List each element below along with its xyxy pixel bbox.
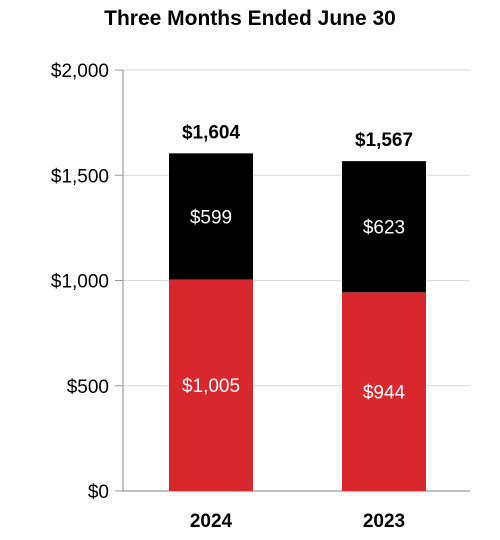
bar-segment: [342, 161, 426, 293]
chart-title: Three Months Ended June 30: [104, 7, 396, 30]
bar-segment: [169, 153, 253, 280]
total-label: $1,567: [355, 130, 413, 151]
y-tick-label: $2,000: [51, 61, 109, 82]
y-tick-label: $500: [67, 377, 109, 398]
bar-segment: [342, 292, 426, 491]
x-tick-label: 2023: [363, 511, 405, 532]
data-label: $599: [190, 207, 232, 228]
y-tick-label: $1,500: [51, 166, 109, 187]
data-label: $1,005: [182, 376, 240, 397]
data-label: $944: [363, 383, 406, 404]
bar-segment: [169, 279, 253, 491]
x-tick-label: 2024: [190, 511, 233, 532]
y-tick-label: $1,000: [51, 272, 109, 293]
total-label: $1,604: [182, 122, 241, 143]
y-tick-label: $0: [88, 482, 109, 503]
data-label: $623: [363, 218, 405, 239]
